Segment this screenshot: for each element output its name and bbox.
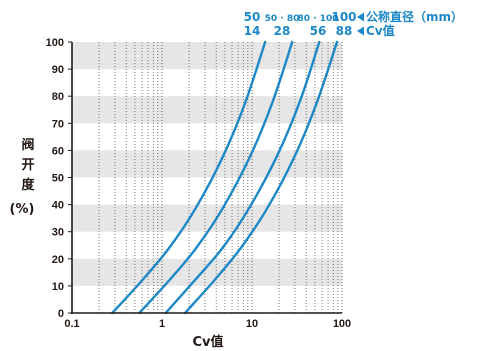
axes xyxy=(68,41,342,314)
y-tick-label: 90 xyxy=(52,64,64,76)
series-line-2 xyxy=(138,40,294,315)
grid-band xyxy=(72,42,342,70)
header-cv-value-1: 14 xyxy=(244,24,261,38)
x-tick-label: 1 xyxy=(159,318,165,330)
header-dn-label: 公称直径（mm） xyxy=(366,9,463,24)
curves xyxy=(111,40,339,315)
header-cv-label: Cv值 xyxy=(366,23,395,38)
header-dn-value-4: 100 xyxy=(331,10,356,24)
y-axis-title-char-3: 度 xyxy=(21,177,35,193)
x-tick-labels: 0.1 1 10 100 xyxy=(64,318,351,330)
series-line-3 xyxy=(164,40,321,315)
y-tick-label: 70 xyxy=(52,118,64,130)
y-tick-label: 30 xyxy=(52,227,64,239)
y-tick-label: 80 xyxy=(52,91,64,103)
header-dn-value-3: 80 · 100 xyxy=(298,14,339,24)
y-axis-title-char-2: 开 xyxy=(21,158,34,173)
y-tick-label: 0 xyxy=(58,308,64,320)
y-tick-label: 20 xyxy=(52,254,64,266)
y-tick-labels: 0 10 20 30 40 50 60 70 80 90 100 xyxy=(46,37,64,320)
header-row-diameter: 50 50 · 80 80 · 100 100 公称直径（mm） xyxy=(244,9,463,24)
y-tick-label: 60 xyxy=(52,145,64,157)
header-dn-value-1: 50 xyxy=(244,10,261,24)
grid-band xyxy=(72,204,342,232)
y-tick-label: 40 xyxy=(52,200,64,212)
header-cv-value-4: 88 xyxy=(336,24,353,38)
triangle-left-icon xyxy=(357,26,364,36)
x-tick-label: 10 xyxy=(246,318,258,330)
x-tick-label: 100 xyxy=(333,318,351,330)
y-axis-title-unit: (%) xyxy=(10,202,35,217)
series-line-1 xyxy=(111,40,267,315)
y-tick-label: 100 xyxy=(46,37,64,49)
header-cv-value-3: 56 xyxy=(310,24,327,38)
header-dn-value-2: 50 · 80 xyxy=(265,14,300,24)
grid-band xyxy=(72,258,342,286)
x-axis-title: Cv值 xyxy=(192,334,223,350)
y-tick-label: 10 xyxy=(52,281,64,293)
y-axis-title-char-1: 阀 xyxy=(21,137,34,153)
x-tick-label: 0.1 xyxy=(64,318,79,330)
triangle-left-icon xyxy=(357,12,364,22)
y-tick-label: 50 xyxy=(52,173,64,185)
series-line-4 xyxy=(183,40,339,315)
header-cv-value-2: 28 xyxy=(274,24,291,38)
grid-bands xyxy=(72,42,342,286)
vertical-gridlines xyxy=(98,42,343,313)
header-row-cv: 14 28 56 88 Cv值 xyxy=(244,23,395,38)
y-axis-title: 阀 开 度 (%) xyxy=(10,137,36,217)
grid-band xyxy=(72,150,342,178)
